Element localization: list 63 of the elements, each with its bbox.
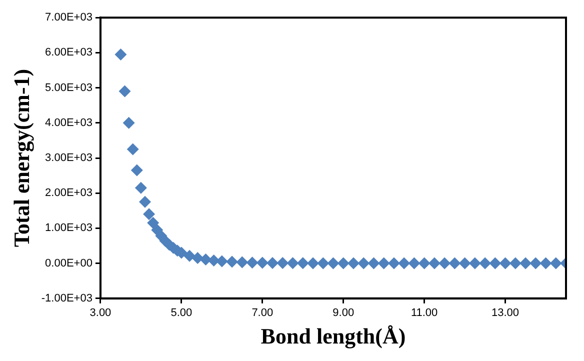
- point: [122, 116, 135, 129]
- point: [134, 182, 147, 194]
- point: [143, 208, 156, 220]
- y-tick-label: -1.00E+03: [41, 292, 92, 304]
- x-tick-label: 5.00: [170, 307, 192, 320]
- point: [368, 257, 380, 270]
- point: [499, 257, 512, 270]
- point: [192, 252, 204, 264]
- point: [246, 256, 258, 269]
- y-tick-label: 4.00E+03: [45, 116, 92, 129]
- point: [398, 257, 410, 270]
- point: [286, 257, 299, 270]
- x-tick-label: 3.00: [90, 307, 112, 320]
- point: [509, 257, 522, 270]
- point: [256, 256, 268, 269]
- y-tick-label: 2.00E+03: [45, 187, 92, 200]
- point: [306, 257, 319, 270]
- x-axis-title: Bond length(Å): [260, 323, 406, 348]
- point: [114, 48, 127, 60]
- point: [458, 257, 471, 270]
- x-tick-label: 11.00: [410, 307, 438, 320]
- point: [327, 257, 340, 270]
- point: [388, 257, 400, 270]
- point: [378, 257, 390, 270]
- y-tick-label: 0.00E+00: [45, 257, 92, 270]
- point: [208, 254, 220, 266]
- point: [317, 257, 330, 270]
- x-tick-label: 13.00: [492, 307, 520, 320]
- point: [418, 257, 430, 270]
- y-tick-label: 1.00E+03: [45, 222, 92, 234]
- point: [276, 256, 289, 269]
- point: [226, 256, 238, 268]
- y-axis-title: Total energy(cm-1): [8, 68, 34, 248]
- point: [147, 216, 160, 229]
- point: [489, 257, 502, 270]
- point: [184, 250, 196, 262]
- point: [428, 257, 440, 270]
- point: [347, 257, 360, 270]
- point: [200, 253, 212, 266]
- point: [448, 257, 461, 270]
- point: [520, 257, 532, 270]
- x-tick-label: 9.00: [332, 307, 354, 320]
- y-tick-label: 6.00E+03: [45, 46, 92, 59]
- point: [130, 164, 143, 176]
- point: [408, 257, 420, 270]
- point: [296, 257, 309, 270]
- point: [266, 256, 279, 269]
- point: [479, 257, 492, 270]
- point: [126, 143, 139, 156]
- point: [236, 256, 248, 268]
- point: [337, 257, 350, 270]
- point: [438, 257, 451, 270]
- point: [530, 257, 542, 270]
- point: [540, 257, 552, 270]
- y-tick-label: 3.00E+03: [45, 152, 92, 164]
- point: [468, 257, 481, 270]
- point: [139, 196, 151, 208]
- point: [358, 257, 370, 270]
- y-tick-label: 5.00E+03: [45, 82, 92, 94]
- point: [550, 257, 562, 270]
- x-tick-label: 7.00: [252, 307, 274, 320]
- point: [118, 85, 131, 98]
- y-tick-label: 7.00E+03: [45, 12, 92, 24]
